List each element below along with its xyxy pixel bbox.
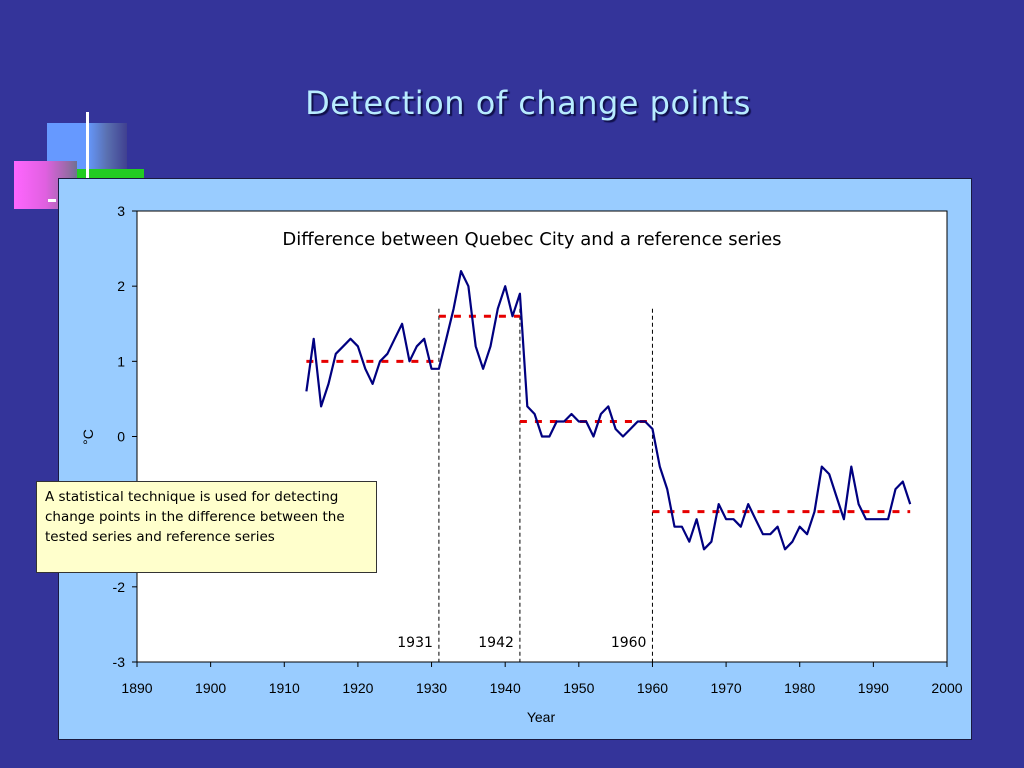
x-tick-label-1940: 1940 (490, 680, 521, 696)
chart-panel: 1890 1900 1910 1920 1930 1940 1950 1960 1970 1980… (58, 178, 972, 740)
x-tick-label-1910: 1910 (269, 680, 300, 696)
y-tick-label-2: 2 (117, 278, 125, 294)
slide-title: Detection of change points (305, 84, 751, 122)
x-tick-label-1900: 1900 (195, 680, 226, 696)
x-tick-label-1930: 1930 (416, 680, 447, 696)
y-axis-label: °C (80, 429, 96, 445)
x-axis-label: Year (527, 709, 556, 725)
x-tick-label-2000: 2000 (931, 680, 962, 696)
y-tick-label--3: -3 (113, 654, 126, 670)
x-tick-label-1960: 1960 (637, 680, 668, 696)
x-tick-label-1890: 1890 (121, 680, 152, 696)
decor-white-dash (48, 199, 56, 202)
x-tick-label-1980: 1980 (784, 680, 815, 696)
x-tick-label-1970: 1970 (711, 680, 742, 696)
change-point-label-1931: 1931 (397, 635, 433, 651)
x-tick-label-1990: 1990 (858, 680, 889, 696)
series-line-difference (305, 269, 912, 551)
change-point-chart: 1890 1900 1910 1920 1930 1940 1950 1960 1970 1980… (80, 203, 963, 725)
change-point-label-1960: 1960 (611, 635, 647, 651)
y-tick-label-1: 1 (117, 353, 125, 369)
y-tick-label-0: 0 (117, 429, 125, 445)
change-point-label-1942: 1942 (478, 635, 514, 651)
decor-white-vertical-line (86, 112, 89, 178)
x-tick-label-1950: 1950 (563, 680, 594, 696)
x-tick-label-1920: 1920 (342, 680, 373, 696)
explanation-callout: A statistical technique is used for dete… (36, 481, 377, 573)
y-tick-label--2: -2 (113, 579, 126, 595)
chart-title: Difference between Quebec City and a ref… (282, 229, 781, 250)
y-tick-label-3: 3 (117, 203, 125, 219)
